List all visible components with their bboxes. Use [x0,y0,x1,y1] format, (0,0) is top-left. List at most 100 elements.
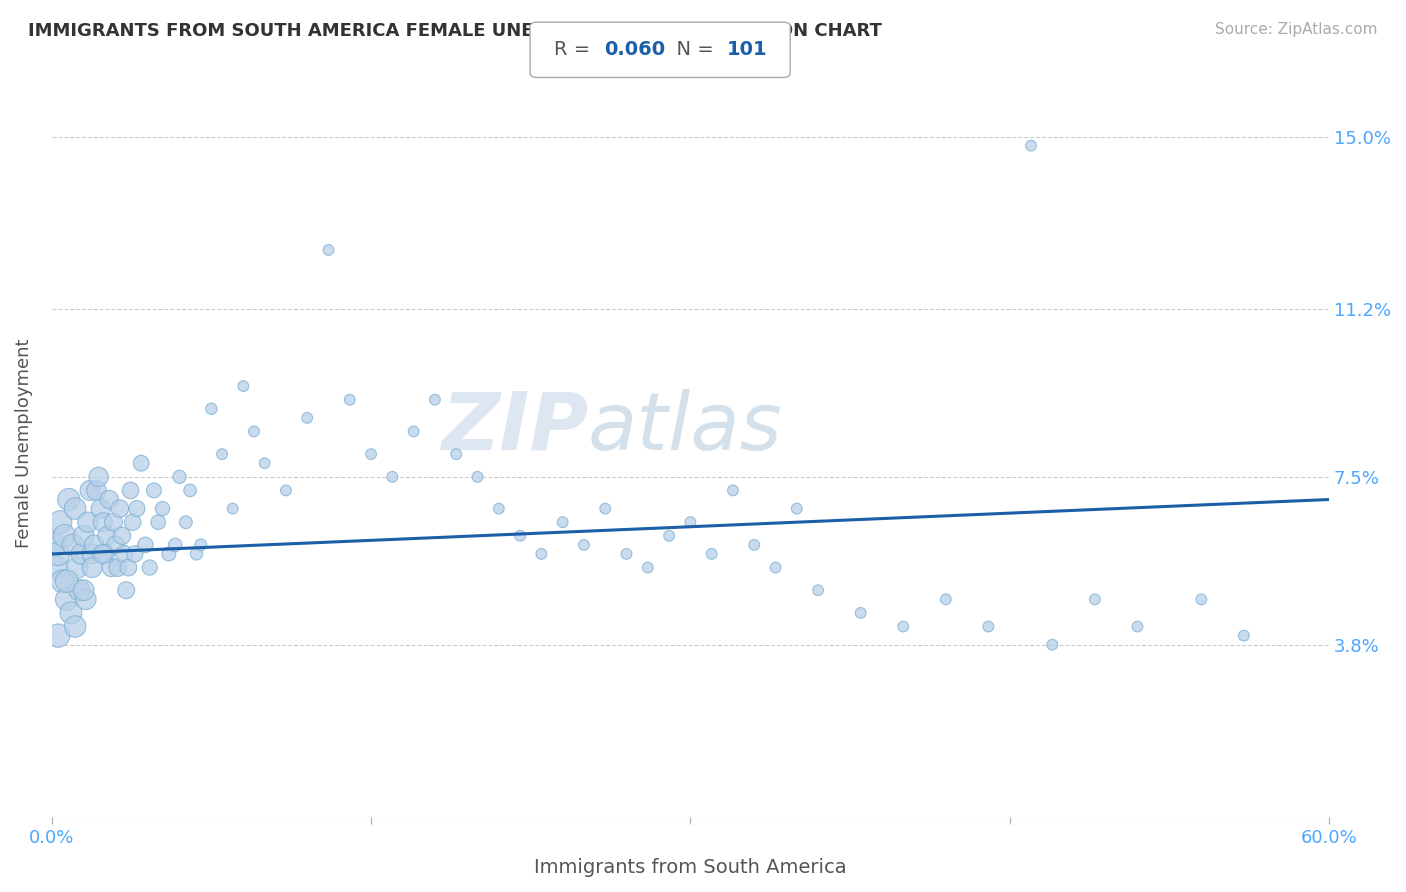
Point [679,515,702,529]
Point [444,447,467,461]
Point [112,547,135,561]
Point [169,470,191,484]
Point [616,547,638,561]
Point [200,401,222,416]
Point [700,547,723,561]
Text: 0.060: 0.060 [605,40,665,59]
Point [121,515,143,529]
Point [190,538,212,552]
Point [63,501,86,516]
X-axis label: Immigrants from South America: Immigrants from South America [534,858,846,877]
Point [55,592,77,607]
Point [129,456,152,470]
Point [1040,638,1063,652]
Point [67,583,90,598]
Point [77,515,100,529]
Point [786,501,808,516]
Point [111,529,134,543]
Point [339,392,361,407]
Text: Source: ZipAtlas.com: Source: ZipAtlas.com [1215,22,1378,37]
Point [86,483,108,498]
Point [423,392,446,407]
Point [274,483,297,498]
Point [721,483,744,498]
Point [211,447,233,461]
Point [63,619,86,633]
Point [148,515,170,529]
Point [98,492,121,507]
Text: N =: N = [664,40,720,59]
Point [46,547,69,561]
Text: 101: 101 [727,40,768,59]
Point [66,560,89,574]
Point [935,592,957,607]
Point [488,501,510,516]
Point [509,529,531,543]
Point [742,538,765,552]
Point [891,619,914,633]
Point [152,501,174,516]
Point [82,547,104,561]
Point [94,547,117,561]
Point [62,538,84,552]
Point [49,515,72,529]
Point [42,538,65,552]
Text: R =: R = [554,40,596,59]
Point [125,501,148,516]
Point [91,515,114,529]
Point [186,547,208,561]
Point [1233,629,1256,643]
Point [572,538,595,552]
Point [75,592,97,607]
Point [1019,138,1042,153]
Point [124,547,146,561]
Point [295,410,318,425]
Point [82,560,104,574]
Point [120,483,142,498]
Point [117,560,139,574]
Point [53,529,76,543]
Point [658,529,681,543]
Point [83,538,105,552]
Text: atlas: atlas [588,389,783,467]
Point [849,606,872,620]
Point [977,619,1000,633]
Point [765,560,787,574]
Point [253,456,276,470]
Point [402,425,425,439]
Point [51,574,73,589]
Point [70,547,93,561]
Point [179,483,201,498]
Point [87,470,110,484]
Point [243,425,266,439]
Text: IMMIGRANTS FROM SOUTH AMERICA FEMALE UNEMPLOYMENT CORRELATION CHART: IMMIGRANTS FROM SOUTH AMERICA FEMALE UNE… [28,22,882,40]
Point [91,547,114,561]
Point [318,243,340,257]
Point [115,583,138,598]
Point [551,515,574,529]
Point [104,538,127,552]
Point [530,547,553,561]
Point [142,483,165,498]
Point [134,538,156,552]
Point [107,560,129,574]
Point [637,560,659,574]
Point [381,470,404,484]
Point [232,379,254,393]
Point [45,560,67,574]
Point [807,583,830,598]
Point [1126,619,1149,633]
Point [73,583,96,598]
Point [360,447,382,461]
Point [157,547,180,561]
Y-axis label: Female Unemployment: Female Unemployment [15,338,32,548]
Point [79,483,101,498]
Point [103,515,125,529]
Point [100,560,122,574]
Point [59,606,82,620]
Point [90,501,112,516]
Point [108,501,131,516]
Point [174,515,197,529]
Point [73,529,96,543]
Point [1189,592,1212,607]
